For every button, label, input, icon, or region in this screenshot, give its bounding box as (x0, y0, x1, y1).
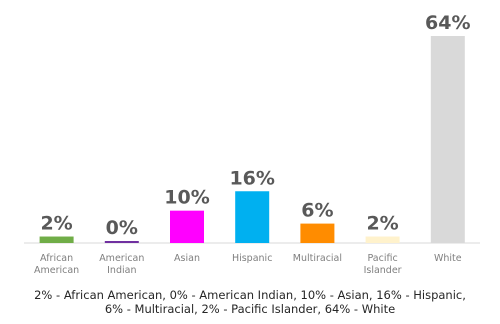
value-label-asian: 10% (164, 187, 209, 209)
category-label-african-american: African American (34, 253, 79, 276)
bar-american-indian (104, 241, 139, 243)
bar-asian (170, 210, 204, 243)
value-label-multiracial: 6% (301, 200, 333, 222)
bar-hispanic (235, 191, 270, 243)
bar-pacific-islander (365, 236, 400, 243)
bar-white (430, 36, 465, 243)
category-label-pacific-islander: Pacific Islander (364, 253, 402, 276)
bar-african-american (39, 236, 74, 243)
value-label-american-indian: 0% (106, 217, 138, 239)
category-label-american-indian: American Indian (99, 253, 144, 276)
value-labels-group: 2% 0% 10% 16% 6% 2% 64% (40, 12, 470, 239)
value-label-white: 64% (425, 12, 470, 34)
bar-chart: 2% 0% 10% 16% 6% 2% 64% African American America… (24, 12, 480, 276)
value-label-african-american: 2% (40, 213, 72, 235)
chart-caption: 2% - African American, 0% - American Ind… (0, 288, 500, 316)
value-label-hispanic: 16% (229, 167, 274, 189)
category-labels-group: African American American Indian Asian Hispan… (34, 253, 462, 276)
category-label-multiracial: Multiracial (293, 253, 342, 264)
bar-multiracial (300, 223, 335, 243)
caption-line-1: 2% - African American, 0% - American Ind… (34, 288, 466, 302)
bars-group (39, 36, 465, 243)
category-label-hispanic: Hispanic (232, 253, 272, 264)
caption-line-2: 6% - Multiracial, 2% - Pacific Islander,… (104, 302, 396, 316)
category-label-asian: Asian (174, 253, 200, 264)
value-label-pacific-islander: 2% (366, 213, 398, 235)
category-label-white: White (434, 253, 462, 264)
